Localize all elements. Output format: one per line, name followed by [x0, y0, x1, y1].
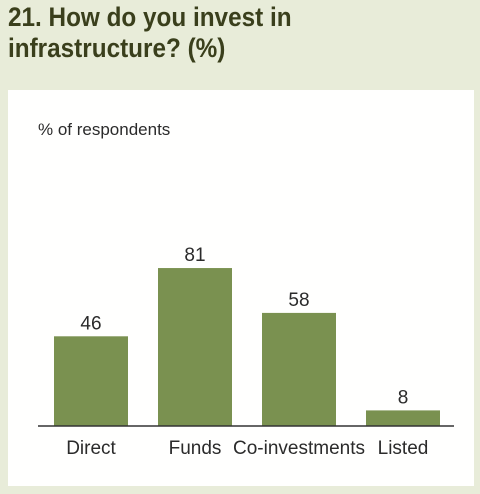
bar-funds	[158, 268, 232, 426]
y-axis-label: % of respondents	[38, 120, 170, 139]
x-tick-label: Funds	[169, 438, 222, 459]
data-label: 8	[398, 387, 409, 408]
bar-co-investments	[262, 312, 336, 426]
data-label: 58	[288, 290, 309, 311]
chart-title: 21. How do you invest in infrastructure?…	[8, 2, 292, 63]
bars-group: 46 Direct 81 Funds 58 Co-investments 8 Listed	[54, 245, 440, 459]
data-label: 46	[80, 313, 101, 334]
x-tick-label: Co-investments	[233, 438, 365, 459]
chart-panel: % of respondents 46 Direct 81 Funds 58 Co-inv…	[8, 90, 474, 486]
bar-chart: % of respondents 46 Direct 81 Funds 58 Co-inv…	[38, 120, 454, 459]
bar-listed	[366, 410, 440, 426]
data-label: 81	[184, 245, 205, 266]
x-tick-label: Listed	[378, 438, 429, 459]
x-tick-label: Direct	[66, 438, 116, 459]
bar-direct	[54, 336, 128, 426]
